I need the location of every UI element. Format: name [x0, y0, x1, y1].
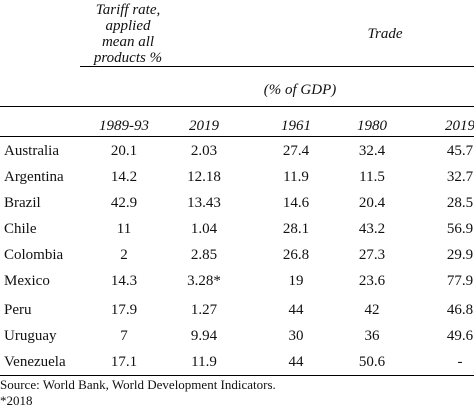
country-name: Venezuela — [4, 354, 66, 370]
country-name: Brazil — [4, 195, 41, 211]
value-cell: 11.9 — [283, 169, 309, 185]
table-row: Chile 11 1.04 28.1 43.2 56.9 — [0, 216, 474, 242]
trade-header: Trade — [367, 26, 403, 42]
pct-gdp-header: (% of GDP) — [263, 82, 337, 98]
table-row: Peru 17.9 1.27 44 42 46.8 — [0, 297, 474, 323]
value-cell: - — [457, 354, 463, 370]
value-cell: 14.2 — [110, 169, 138, 185]
value-cell: 23.6 — [358, 273, 386, 289]
tariff-header-line: applied — [105, 18, 151, 34]
table-bottom-rule — [0, 375, 474, 376]
value-cell: 44 — [288, 354, 304, 370]
col-header-1989-93: 1989-93 — [99, 118, 149, 134]
value-cell: 77.9 — [446, 273, 474, 289]
header-divider — [80, 66, 474, 67]
tariff-header-line: products % — [93, 50, 163, 66]
table-row: Argentina 14.2 12.18 11.9 11.5 32.7 — [0, 164, 474, 190]
col-header-2019-tariff: 2019 — [189, 118, 219, 134]
value-cell: 9.94 — [190, 328, 218, 344]
value-cell: 46.8 — [446, 302, 474, 318]
col-header-1961: 1961 — [281, 118, 311, 134]
country-name: Mexico — [4, 273, 50, 289]
tariff-header: Tariff rate, applied mean all products % — [78, 2, 178, 66]
value-cell: 20.4 — [358, 195, 386, 211]
value-cell: 2.03 — [190, 143, 218, 159]
value-cell: 42.9 — [110, 195, 138, 211]
value-cell: 14.3 — [110, 273, 138, 289]
value-cell: 43.2 — [358, 221, 386, 237]
country-name: Colombia — [4, 247, 64, 263]
value-cell: 42 — [364, 302, 380, 318]
value-cell: 49.6 — [446, 328, 474, 344]
value-cell: 1.04 — [190, 221, 218, 237]
value-cell: 11.9 — [191, 354, 217, 370]
value-cell: 29.9 — [446, 247, 474, 263]
value-cell: 27.3 — [358, 247, 386, 263]
tariff-header-line: mean all — [101, 34, 155, 50]
value-cell: 12.18 — [187, 169, 221, 185]
value-cell: 3.28* — [187, 273, 221, 289]
value-cell: 19 — [288, 273, 304, 289]
country-name: Australia — [4, 143, 59, 159]
value-cell: 27.4 — [282, 143, 310, 159]
column-header-rule — [0, 136, 474, 137]
value-cell: 56.9 — [446, 221, 474, 237]
value-cell: 14.6 — [282, 195, 310, 211]
country-name: Argentina — [4, 169, 64, 185]
value-cell: 45.7 — [446, 143, 474, 159]
table-row: Brazil 42.9 13.43 14.6 20.4 28.5 — [0, 190, 474, 216]
table-row: Uruguay 7 9.94 30 36 49.6 — [0, 323, 474, 349]
value-cell: 11.5 — [359, 169, 385, 185]
value-cell: 32.4 — [358, 143, 386, 159]
table-row: Colombia 2 2.85 26.8 27.3 29.9 — [0, 242, 474, 268]
value-cell: 11 — [116, 221, 132, 237]
value-cell: 17.1 — [110, 354, 138, 370]
value-cell: 26.8 — [282, 247, 310, 263]
value-cell: 1.27 — [190, 302, 218, 318]
value-cell: 44 — [288, 302, 304, 318]
source-note: Source: World Bank, World Development In… — [0, 377, 276, 392]
value-cell: 30 — [288, 328, 304, 344]
value-cell: 2 — [120, 247, 128, 263]
table-row: Venezuela 17.1 11.9 44 50.6 - — [0, 349, 474, 375]
tariff-header-line: Tariff rate, — [95, 2, 161, 18]
value-cell: 36 — [364, 328, 380, 344]
value-cell: 7 — [120, 328, 128, 344]
value-cell: 2.85 — [190, 247, 218, 263]
table-row: Australia 20.1 2.03 27.4 32.4 45.7 — [0, 138, 474, 164]
value-cell: 28.5 — [446, 195, 474, 211]
value-cell: 20.1 — [110, 143, 138, 159]
value-cell: 17.9 — [110, 302, 138, 318]
value-cell: 13.43 — [187, 195, 221, 211]
value-cell: 50.6 — [358, 354, 386, 370]
value-cell: 32.7 — [446, 169, 474, 185]
table-row: Mexico 14.3 3.28* 19 23.6 77.9 — [0, 268, 474, 294]
country-name: Peru — [4, 302, 32, 318]
country-name: Chile — [4, 221, 37, 237]
footnote: *2018 — [0, 393, 33, 408]
col-header-1980: 1980 — [357, 118, 387, 134]
value-cell: 28.1 — [282, 221, 310, 237]
country-name: Uruguay — [4, 328, 57, 344]
col-header-2019-trade: 2019 — [445, 118, 474, 134]
header-rule — [0, 106, 474, 107]
